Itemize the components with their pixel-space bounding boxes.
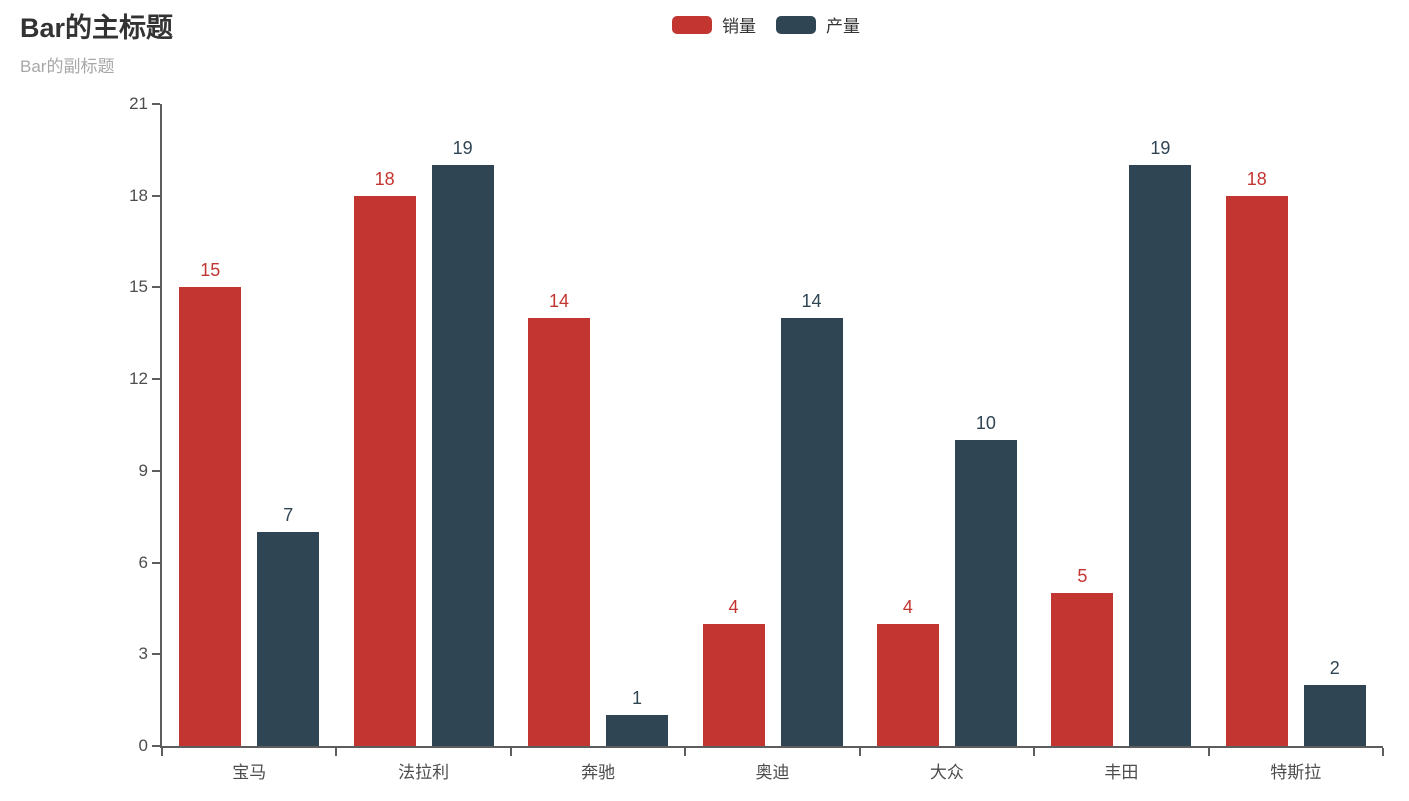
y-axis-tick xyxy=(152,103,160,105)
bar-s1-c5[interactable] xyxy=(876,623,939,746)
bar-s2-c7[interactable] xyxy=(1303,684,1366,746)
y-axis-label: 18 xyxy=(129,185,148,205)
y-axis-label: 6 xyxy=(138,552,148,572)
bar-s1-c2[interactable] xyxy=(353,195,416,746)
bar-s1-c7[interactable] xyxy=(1225,195,1288,746)
y-axis-label: 9 xyxy=(138,460,148,480)
y-axis-tick xyxy=(152,745,160,747)
x-axis-tick xyxy=(1033,748,1036,756)
legend-label: 产量 xyxy=(826,17,860,36)
bar-value-label: 14 xyxy=(549,291,570,311)
bar-s2-c5[interactable] xyxy=(954,440,1017,746)
bar-value-label: 18 xyxy=(374,168,395,189)
legend-label: 销量 xyxy=(722,17,756,36)
x-axis-tick xyxy=(1207,748,1210,756)
x-axis-label: 奥迪 xyxy=(755,763,790,782)
x-axis-tick xyxy=(509,748,512,756)
bar-value-label: 10 xyxy=(975,413,996,434)
bar-s1-c1[interactable] xyxy=(179,287,242,746)
bar-s2-c3[interactable] xyxy=(606,715,669,746)
y-axis-label: 15 xyxy=(129,277,148,297)
x-axis-label: 法拉利 xyxy=(398,763,450,782)
bar-value-label: 15 xyxy=(200,260,221,281)
chart-subtitle: Bar的副标题 xyxy=(20,57,115,76)
y-axis-tick xyxy=(152,286,160,289)
legend-item-s2[interactable]: 产量 xyxy=(776,12,860,37)
bar-s1-c4[interactable] xyxy=(702,623,765,746)
y-axis-label: 3 xyxy=(138,644,148,664)
bar-value-label: 19 xyxy=(1150,138,1171,159)
bar-value-label: 4 xyxy=(902,596,913,617)
bar-value-label: 2 xyxy=(1329,657,1340,678)
x-axis-label: 宝马 xyxy=(232,763,267,782)
bar-value-label: 4 xyxy=(728,596,739,617)
y-axis-label: 0 xyxy=(138,736,148,755)
bar-s2-c2[interactable] xyxy=(431,165,494,746)
y-axis-tick xyxy=(152,194,160,197)
x-axis-label: 奔驰 xyxy=(581,763,616,782)
y-axis-tick xyxy=(152,378,160,381)
y-axis xyxy=(160,104,162,746)
bar-value-label: 5 xyxy=(1077,566,1088,587)
bar-s2-c1[interactable] xyxy=(257,532,320,746)
chart-title: Bar的主标题 xyxy=(20,13,174,43)
bar-value-label: 18 xyxy=(1246,168,1267,189)
bar-s2-c6[interactable] xyxy=(1129,165,1192,746)
y-axis-tick xyxy=(152,561,160,564)
x-axis-tick xyxy=(161,748,163,756)
x-axis-tick xyxy=(335,748,338,756)
x-axis-tick xyxy=(858,748,861,756)
y-axis-tick xyxy=(152,469,160,472)
bar-value-label: 7 xyxy=(283,505,294,525)
y-axis-label: 21 xyxy=(129,94,148,113)
legend: 销量 产量 xyxy=(672,12,860,37)
plot-area: 0 3 6 9 12 15 18 21 宝马 法拉利 奔驰 奥迪 大众 丰田 特斯拉 15 18 14 4 4 5 18 7… xyxy=(129,94,1384,782)
x-axis-tick xyxy=(1382,748,1384,756)
x-axis-label: 大众 xyxy=(929,763,964,782)
bar-value-label: 14 xyxy=(801,291,822,311)
y-axis-label: 12 xyxy=(129,369,148,389)
bar-s2-c4[interactable] xyxy=(780,318,843,746)
legend-swatch xyxy=(672,15,712,34)
bar-value-label: 1 xyxy=(632,688,643,709)
x-axis xyxy=(160,746,1383,748)
x-axis-label: 特斯拉 xyxy=(1270,763,1322,782)
bar-s1-c6[interactable] xyxy=(1051,593,1114,746)
x-axis-label: 丰田 xyxy=(1104,763,1139,782)
legend-swatch xyxy=(776,15,816,34)
bar-value-label: 19 xyxy=(452,138,473,159)
y-axis-tick xyxy=(152,653,160,656)
bar-s1-c3[interactable] xyxy=(528,318,591,746)
x-axis-tick xyxy=(684,748,687,756)
legend-item-s1[interactable]: 销量 xyxy=(672,12,756,37)
